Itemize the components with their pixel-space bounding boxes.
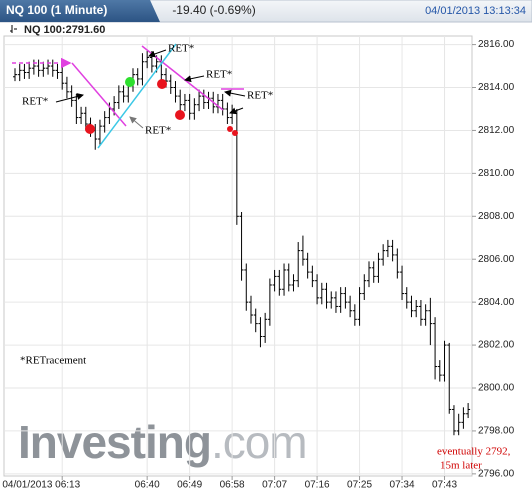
y-tick-label: 2812.00 <box>478 125 515 136</box>
y-tick-label: 2810.00 <box>478 168 515 179</box>
arrow <box>224 89 246 97</box>
plot-frame <box>3 35 473 477</box>
annotation: eventually 2792, <box>437 446 511 458</box>
arrow <box>148 49 167 58</box>
watermark-suffix: .com <box>211 416 307 468</box>
annotation: RET* <box>206 69 232 81</box>
trend-line <box>97 43 177 149</box>
annotation: RET* <box>168 43 194 55</box>
header-tab <box>0 0 160 22</box>
annotation: RET* <box>247 90 273 102</box>
annotation: RET* <box>145 125 171 137</box>
signal-dot <box>157 79 167 89</box>
y-tick-label: 2816.00 <box>478 39 515 50</box>
trend-line <box>71 62 127 127</box>
symbol-icon <box>10 25 17 33</box>
arrow <box>229 107 244 115</box>
x-tick-label: 07:16 <box>305 480 330 491</box>
arrow <box>184 75 205 83</box>
annotation: RET* <box>22 96 48 108</box>
header-title: NQ 100 (1 Minute) <box>6 3 107 17</box>
annotation-shapes <box>12 43 246 149</box>
x-tick-label: 06:49 <box>177 480 202 491</box>
header-change: -19.40 (-0.69%) <box>172 3 255 17</box>
arrow <box>55 93 84 103</box>
signal-dot <box>232 130 238 136</box>
x-tick-label: 04/01/2013 06:13 <box>2 480 80 491</box>
y-tick-label: 2808.00 <box>478 211 515 222</box>
signal-dot <box>175 110 185 120</box>
x-tick-label: 06:40 <box>135 480 160 491</box>
annotation: 15m later <box>440 460 482 472</box>
x-tick-label: 07:43 <box>432 480 457 491</box>
arrow <box>129 116 144 129</box>
x-tick-label: 06:58 <box>220 480 245 491</box>
symbol-label: NQ 100:2791.60 <box>24 24 105 36</box>
signal-dot <box>125 77 135 87</box>
signal-dot <box>85 124 95 134</box>
y-tick-label: 2802.00 <box>478 340 515 351</box>
annotation: *RETracement <box>20 355 86 367</box>
header-datetime: 04/01/2013 13:13:34 <box>425 5 526 17</box>
y-tick-label: 2804.00 <box>478 297 515 308</box>
y-tick-label: 2796.00 <box>478 468 515 479</box>
y-tick-label: 2806.00 <box>478 254 515 265</box>
y-tick-label: 2798.00 <box>478 426 515 437</box>
y-tick-label: 2800.00 <box>478 383 515 394</box>
y-tick-label: 2814.00 <box>478 82 515 93</box>
x-tick-label: 07:07 <box>262 480 287 491</box>
x-tick-label: 07:25 <box>347 480 372 491</box>
signal-dot <box>227 126 233 132</box>
watermark: Investing.com <box>18 416 307 468</box>
x-tick-label: 07:34 <box>390 480 415 491</box>
watermark-brand: Investing <box>18 416 211 468</box>
